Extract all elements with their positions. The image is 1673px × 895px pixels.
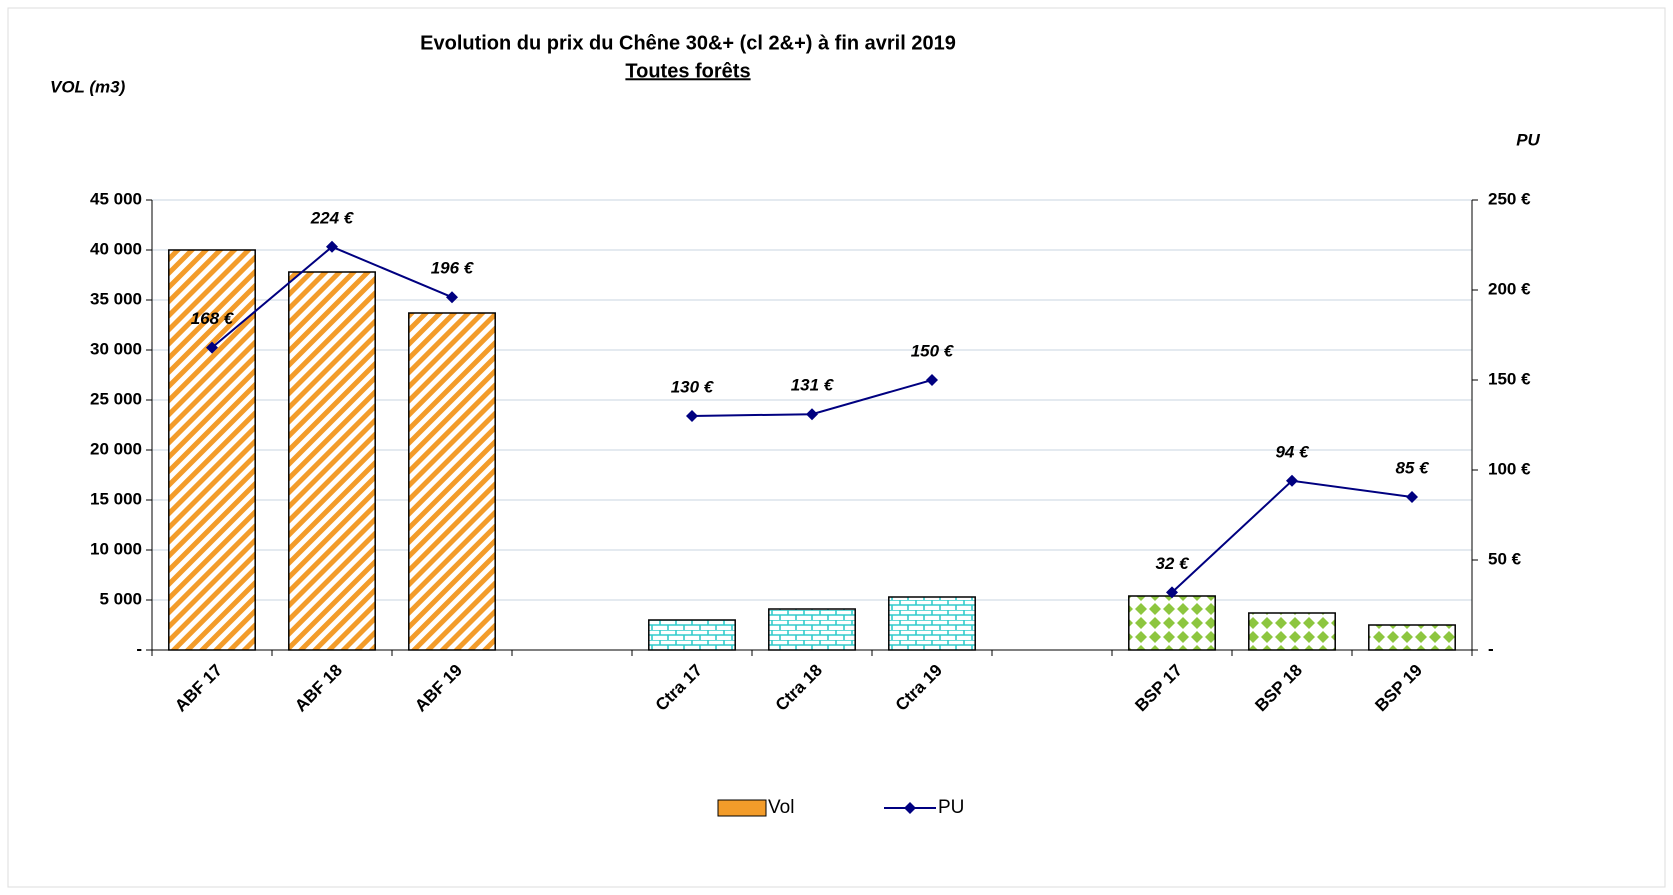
y-tick-label: 10 000 [90,539,142,558]
bar [168,249,256,651]
y-tick-label: 15 000 [90,489,142,508]
data-label: 224 € [310,208,355,227]
legend-label: PU [938,797,964,818]
point [206,341,218,354]
legend-marker [904,802,916,814]
legend-label: Vol [768,797,794,818]
bar [1368,624,1456,651]
legend-swatch [717,799,767,817]
y-tick-label: 20 000 [90,439,142,458]
chart-title: Evolution du prix du Chêne 30&+ (cl 2&+)… [420,32,956,54]
point [686,410,698,422]
y2-tick-label: 200 € [1488,279,1531,298]
data-label: 150 € [911,341,955,360]
y2-tick-label: 100 € [1488,459,1531,478]
bar [288,271,376,651]
chart-frame [7,7,1666,888]
y2-tick-label: 150 € [1488,369,1531,388]
chart-subtitle: Toutes forêts [625,60,750,82]
data-label: 196 € [431,259,475,278]
bar [1248,612,1336,651]
y-tick-label: 5 000 [99,589,142,608]
y-tick-label: 35 000 [90,289,142,308]
y2-tick-label: 250 € [1488,189,1531,208]
point [1406,491,1418,503]
data-label: 85 € [1395,458,1430,477]
bar [888,596,976,651]
point [926,374,938,386]
point [806,408,818,421]
point [446,291,458,304]
data-label: 130 € [671,377,715,396]
data-label: 94 € [1275,442,1310,461]
bar [768,608,856,651]
bar [408,312,496,651]
y-axis-label: VOL (m3) [50,77,126,96]
y-tick-label: 25 000 [90,389,142,408]
point [326,240,338,253]
data-label: 131 € [791,376,835,395]
y2-tick-label: 50 € [1488,549,1522,568]
y-tick-label: 40 000 [90,239,142,258]
point [1166,586,1178,599]
bar [1128,595,1216,651]
y-tick-label: 30 000 [90,339,142,358]
data-label: 168 € [191,309,235,328]
y2-axis-label: PU [1516,130,1540,149]
data-label: 32 € [1155,554,1190,573]
bar [648,619,736,651]
y-tick-label: - [136,639,142,658]
point [1286,474,1298,487]
y-tick-label: 45 000 [90,189,142,208]
y2-tick-label: - [1488,639,1494,658]
